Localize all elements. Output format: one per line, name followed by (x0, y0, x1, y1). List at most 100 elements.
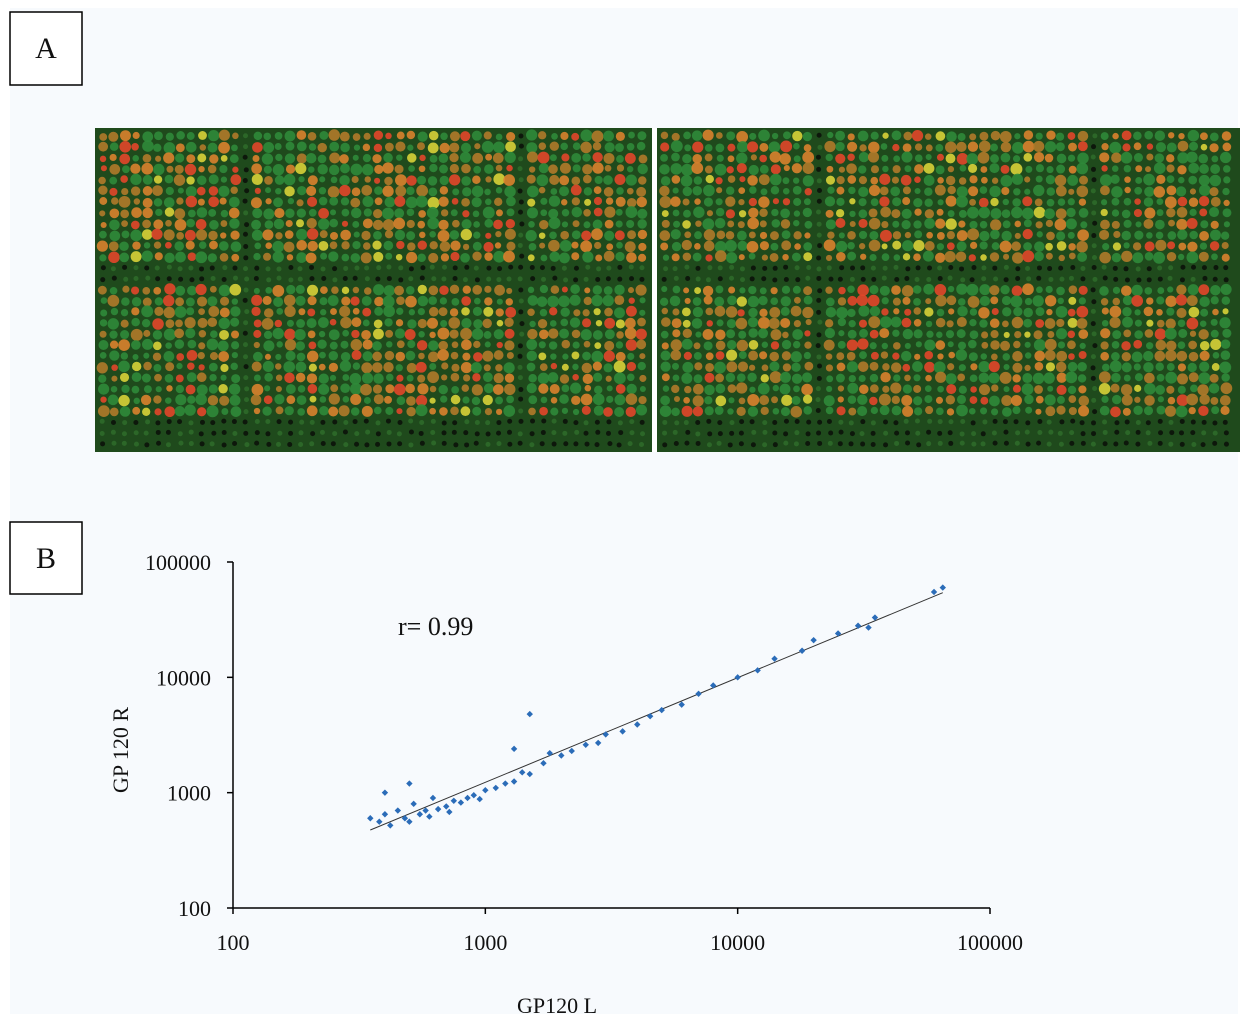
spot (980, 241, 988, 249)
spot (817, 199, 822, 204)
spot (571, 242, 578, 249)
spot (715, 330, 725, 340)
spot (353, 287, 359, 293)
spot (361, 185, 372, 196)
spot (484, 297, 492, 305)
spot (440, 396, 447, 403)
spot (427, 318, 438, 329)
spot (186, 307, 194, 315)
spot (529, 243, 537, 251)
spot (483, 207, 495, 219)
spot (496, 134, 503, 141)
spot (816, 266, 821, 271)
spot (839, 232, 845, 238)
spot (329, 142, 339, 152)
spot (1154, 162, 1166, 174)
spot (684, 386, 691, 393)
spot (130, 164, 140, 174)
spot (111, 266, 116, 271)
spot (428, 352, 439, 363)
spot (1045, 406, 1055, 416)
panel-label: B (36, 542, 56, 575)
spot (1198, 154, 1208, 164)
spot (738, 221, 745, 228)
spot (969, 221, 977, 229)
spot (738, 187, 745, 194)
spot (417, 383, 428, 394)
spot (924, 362, 935, 373)
spot (283, 361, 295, 373)
spot (507, 276, 512, 281)
spot (1199, 362, 1209, 372)
spot (484, 331, 492, 339)
spot (924, 187, 932, 195)
spot (616, 242, 623, 249)
spot (781, 395, 792, 406)
spot (440, 320, 447, 327)
spot (243, 354, 248, 359)
spot (988, 373, 999, 384)
spot (243, 210, 248, 215)
spot (1199, 184, 1211, 196)
spot (758, 130, 770, 142)
spot (770, 151, 781, 162)
spot (166, 430, 171, 435)
spot (947, 186, 955, 194)
spot (518, 343, 523, 348)
spot (715, 406, 724, 415)
spot (1059, 419, 1064, 424)
spot (1167, 143, 1177, 153)
spot (518, 210, 523, 215)
spot (639, 265, 644, 270)
spot (376, 265, 381, 270)
spot (130, 230, 142, 242)
spot (792, 131, 802, 141)
spot (353, 276, 358, 281)
spot (343, 266, 348, 271)
spot (1211, 330, 1219, 338)
spot (1224, 221, 1230, 227)
spot (210, 330, 218, 338)
spot (100, 431, 105, 436)
spot (1000, 175, 1012, 187)
spot (968, 340, 977, 349)
spot (781, 240, 791, 250)
spot (141, 395, 151, 405)
spot (364, 419, 369, 424)
spot (1023, 141, 1035, 153)
spot (319, 176, 325, 182)
spot (244, 386, 249, 391)
spot (1056, 319, 1064, 327)
spot (264, 308, 273, 317)
spot (727, 144, 735, 152)
spot (860, 265, 865, 270)
spot (857, 406, 867, 416)
spot (584, 277, 589, 282)
spot (1110, 175, 1119, 184)
spot (176, 353, 184, 361)
spot (396, 154, 402, 160)
spot (662, 420, 667, 425)
spot (882, 243, 888, 249)
spot (221, 375, 227, 381)
spot (1110, 407, 1121, 418)
spot (1015, 441, 1020, 446)
spot (960, 165, 967, 172)
spot (926, 277, 931, 282)
spot (265, 187, 271, 193)
spot (265, 354, 271, 360)
spot (155, 156, 161, 162)
spot (660, 142, 669, 151)
spot (749, 253, 756, 260)
spot (562, 221, 568, 227)
spot (276, 442, 281, 447)
spot (373, 231, 382, 240)
spot (1057, 241, 1067, 251)
spot (1069, 430, 1074, 435)
spot (186, 186, 197, 197)
spot (563, 277, 568, 282)
spot (593, 220, 603, 230)
spot (552, 442, 557, 447)
spot (826, 154, 833, 161)
spot (879, 196, 889, 206)
